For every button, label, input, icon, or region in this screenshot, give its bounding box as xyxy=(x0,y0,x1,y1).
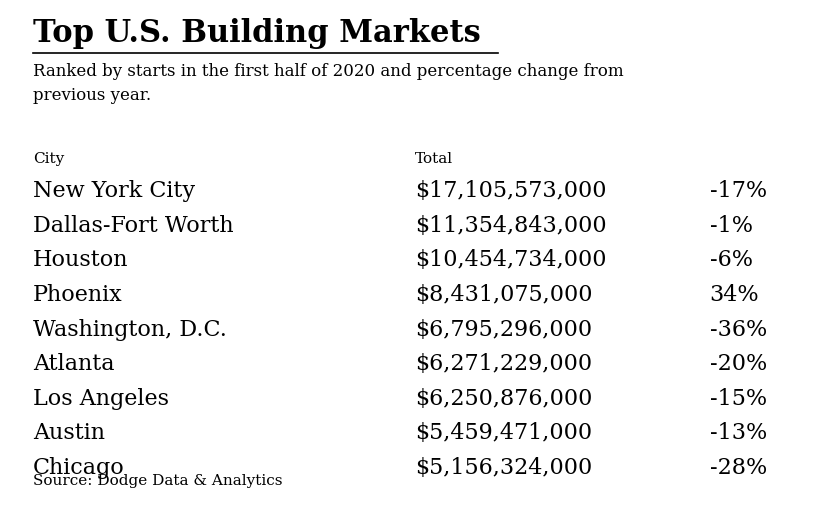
Text: Source: Dodge Data & Analytics: Source: Dodge Data & Analytics xyxy=(33,473,283,488)
Text: $10,454,734,000: $10,454,734,000 xyxy=(415,249,607,271)
Text: Atlanta: Atlanta xyxy=(33,353,115,375)
Text: -13%: -13% xyxy=(710,422,767,444)
Text: Phoenix: Phoenix xyxy=(33,284,123,306)
Text: Houston: Houston xyxy=(33,249,129,271)
Text: $11,354,843,000: $11,354,843,000 xyxy=(415,215,607,237)
Text: $6,271,229,000: $6,271,229,000 xyxy=(415,353,592,375)
Text: -15%: -15% xyxy=(710,388,767,409)
Text: $8,431,075,000: $8,431,075,000 xyxy=(415,284,593,306)
Text: 34%: 34% xyxy=(710,284,759,306)
Text: Total: Total xyxy=(415,152,453,167)
Text: $5,459,471,000: $5,459,471,000 xyxy=(415,422,592,444)
Text: Washington, D.C.: Washington, D.C. xyxy=(33,319,227,340)
Text: -36%: -36% xyxy=(710,319,767,340)
Text: -20%: -20% xyxy=(710,353,767,375)
Text: Austin: Austin xyxy=(33,422,105,444)
Text: -28%: -28% xyxy=(710,457,767,479)
Text: New York City: New York City xyxy=(33,180,195,202)
Text: -6%: -6% xyxy=(710,249,753,271)
Text: -1%: -1% xyxy=(710,215,753,237)
Text: Ranked by starts in the first half of 2020 and percentage change from
previous y: Ranked by starts in the first half of 20… xyxy=(33,64,624,104)
Text: City: City xyxy=(33,152,65,167)
Text: $5,156,324,000: $5,156,324,000 xyxy=(415,457,593,479)
Text: $6,250,876,000: $6,250,876,000 xyxy=(415,388,593,409)
Text: -17%: -17% xyxy=(710,180,767,202)
Text: $17,105,573,000: $17,105,573,000 xyxy=(415,180,607,202)
Text: $6,795,296,000: $6,795,296,000 xyxy=(415,319,592,340)
Text: Dallas-Fort Worth: Dallas-Fort Worth xyxy=(33,215,234,237)
Text: Los Angeles: Los Angeles xyxy=(33,388,169,409)
Text: Chicago: Chicago xyxy=(33,457,125,479)
Text: Top U.S. Building Markets: Top U.S. Building Markets xyxy=(33,18,481,49)
